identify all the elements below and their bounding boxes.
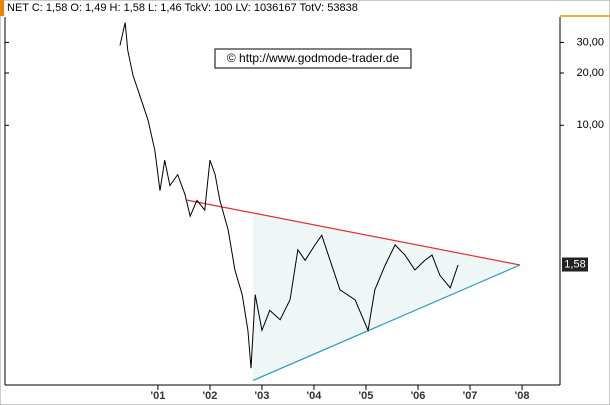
trendline <box>252 264 521 381</box>
x-tick-label: '01 <box>150 390 165 402</box>
x-tick-label: '06 <box>411 390 426 402</box>
header-text: NET C: 1,58 O: 1,49 H: 1,58 L: 1,46 TckV… <box>7 2 358 14</box>
last-value-box <box>562 257 588 272</box>
y-tick-label: 20,00 <box>576 67 604 79</box>
price-line <box>119 22 459 369</box>
x-tick-label: '07 <box>463 390 478 402</box>
y-tick-label: 10,00 <box>576 119 604 131</box>
x-tick-label: '04 <box>307 390 323 402</box>
x-tick-label: '03 <box>255 390 270 402</box>
last-value-label: 1,58 <box>564 258 585 270</box>
watermark: © http://www.godmode-trader.de <box>227 51 400 65</box>
x-tick-label: '05 <box>359 390 374 402</box>
trendline <box>186 199 521 266</box>
x-tick-label: '08 <box>515 390 530 402</box>
y-tick-label: 30,00 <box>576 36 604 48</box>
plot <box>119 22 521 381</box>
watermark-box <box>214 48 412 69</box>
triangle-fill <box>253 212 520 381</box>
header-marker <box>0 0 4 16</box>
x-tick-label: '02 <box>203 390 218 402</box>
